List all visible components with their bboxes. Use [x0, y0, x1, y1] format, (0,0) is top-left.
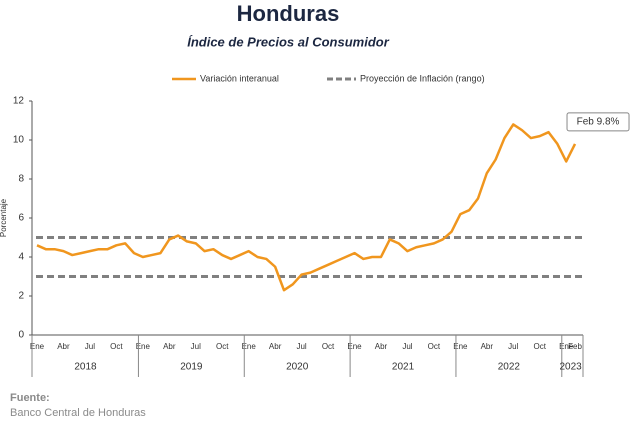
annotation-box [566, 112, 630, 132]
y-tick-label: 4 [18, 252, 24, 263]
y-tick-label: 12 [13, 96, 25, 107]
line [36, 123, 577, 292]
year-label: 2022 [498, 362, 521, 373]
chart-subtitle: Índice de Precios al Consumidor [187, 34, 389, 49]
x-tick-label: Ene [347, 342, 362, 351]
year-label: 2021 [392, 362, 415, 373]
year-label: 2018 [74, 362, 97, 373]
x-tick-label: Abr [269, 342, 282, 351]
x-tick-label: Abr [57, 342, 70, 351]
y-tick-label: 8 [18, 174, 24, 185]
legend-label: Variación interanual [200, 73, 279, 83]
legend-label: Proyección de Inflación (rango) [360, 73, 485, 83]
x-tick-label: Jul [508, 342, 518, 351]
x-tick-label: Oct [428, 342, 441, 351]
y-tick-label: 6 [18, 213, 24, 224]
y-tick-label: 0 [18, 330, 24, 341]
x-tick-label: Oct [534, 342, 547, 351]
y-axis-label: Porcentaje [0, 198, 8, 237]
chart-title: Honduras [237, 1, 340, 26]
x-tick-label: Ene [136, 342, 151, 351]
x-tick-label: Abr [481, 342, 494, 351]
x-tick-label: Jul [85, 342, 95, 351]
y-tick-label: 10 [13, 135, 25, 146]
y-tick-label: 2 [18, 291, 24, 302]
source: Banco Central de Honduras [10, 407, 146, 419]
x-tick-label: Ene [30, 342, 45, 351]
x-tick-label: Oct [110, 342, 123, 351]
year-label: 2023 [559, 362, 582, 373]
x-tick-label: Feb [568, 342, 582, 351]
year-label: 2019 [180, 362, 203, 373]
x-tick-label: Jul [296, 342, 306, 351]
year-label: 2020 [286, 362, 309, 373]
x-tick-label: Oct [216, 342, 229, 351]
x-tick-label: Ene [559, 342, 574, 351]
x-tick-label: Oct [322, 342, 335, 351]
x-tick-label: Ene [453, 342, 468, 351]
x-tick-label: Jul [191, 342, 201, 351]
x-tick-label: Ene [242, 342, 257, 351]
annotation: Feb 9.8% [577, 117, 620, 128]
source-title: Fuente: [10, 392, 50, 404]
x-tick-label: Jul [402, 342, 412, 351]
x-tick-label: Abr [163, 342, 176, 351]
x-tick-label: Abr [375, 342, 388, 351]
